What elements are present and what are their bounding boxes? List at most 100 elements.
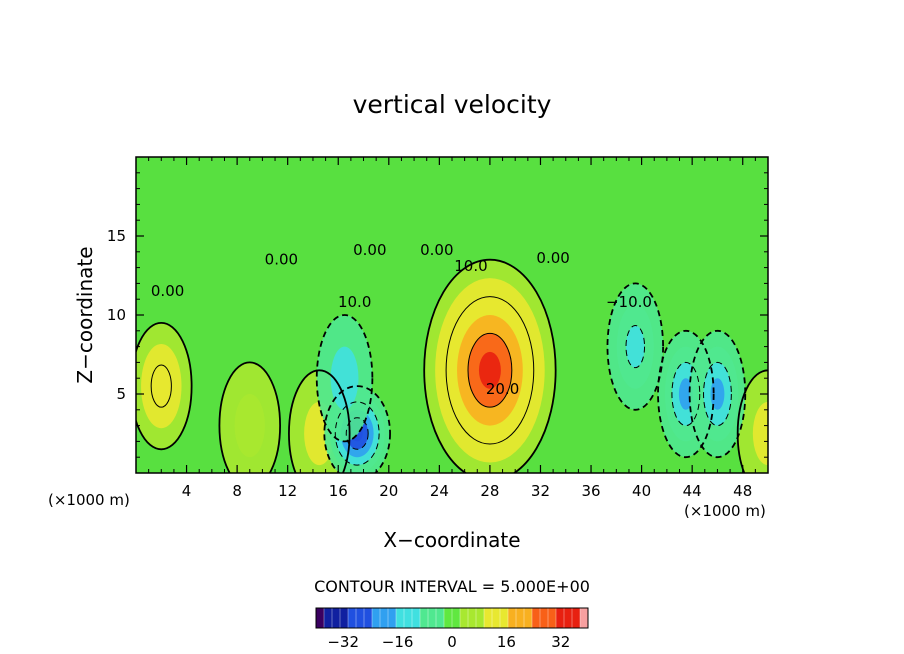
field-level <box>330 346 359 410</box>
contour-line <box>345 417 369 450</box>
y-axis-label: Z−coordinate <box>73 246 97 383</box>
y-axis: 5 10 15 <box>107 172 768 458</box>
contour-line <box>315 314 374 443</box>
y-tick-label: 15 <box>107 227 126 245</box>
feature-updraft-1 <box>136 322 192 450</box>
x-unit-left: (×1000 m) <box>48 491 130 509</box>
field-level <box>151 365 172 408</box>
colorbar-bin <box>516 608 525 628</box>
feature-downdraft-6 <box>316 315 373 442</box>
colorbar-bin <box>492 608 501 628</box>
contour-label: 10.0 <box>454 257 487 275</box>
contour-line <box>606 282 664 411</box>
colorbar-bin <box>436 608 445 628</box>
contour-label: −10.0 <box>606 293 652 311</box>
colorbar-bin <box>388 608 397 628</box>
x-tick-label: 20 <box>379 482 398 500</box>
x-tick-label: 36 <box>581 482 600 500</box>
colorbar-bin <box>476 608 485 628</box>
contour-line <box>625 325 646 369</box>
colorbar-bin <box>380 608 389 628</box>
contour-interval: CONTOUR INTERVAL = 5.000E+00 <box>314 577 590 596</box>
y-tick-label: 10 <box>107 306 126 324</box>
contour-line <box>150 364 172 408</box>
colorbar-bin <box>412 608 421 628</box>
contour-line <box>467 332 513 408</box>
colorbar-bin <box>396 608 405 628</box>
contour-line <box>136 322 193 451</box>
x-tick-label: 4 <box>182 482 192 500</box>
contour-label: 20.0 <box>486 380 519 398</box>
x-tick-label: 48 <box>733 482 752 500</box>
colorbar-frame <box>315 607 589 629</box>
contour-line <box>445 296 535 445</box>
colorbar-bin <box>356 608 365 628</box>
colorbar-bin <box>364 608 373 628</box>
x-tick-label: 24 <box>430 482 449 500</box>
contour-line <box>657 329 715 459</box>
x-axis: 4 8 12 16 20 24 28 32 36 40 44 48 <box>148 157 756 500</box>
colorbar-bin <box>460 608 469 628</box>
field-level <box>710 378 725 410</box>
colorbar-bin <box>468 608 477 628</box>
contour-line <box>736 369 768 473</box>
colorbar: −32 −16 0 16 32 <box>315 607 589 651</box>
colorbar-bin <box>420 608 429 628</box>
colorbar-bins <box>315 608 589 628</box>
y-tick-label: 5 <box>116 385 126 403</box>
x-unit-right: (×1000 m) <box>684 502 766 520</box>
colorbar-bin <box>556 608 565 628</box>
colorbar-bin <box>540 608 549 628</box>
colorbar-bin <box>372 608 381 628</box>
x-tick-label: 16 <box>329 482 348 500</box>
colorbar-tick-label: 0 <box>447 633 457 651</box>
colorbar-bin <box>572 608 581 628</box>
feature-downdraft-9 <box>607 283 664 410</box>
colorbar-bin <box>428 608 437 628</box>
colorbar-tick-label: −16 <box>382 633 414 651</box>
contour-line <box>671 361 701 427</box>
contour-label: 0.00 <box>265 250 298 268</box>
contour-line <box>423 258 557 473</box>
colorbar-bin <box>500 608 509 628</box>
contour-line <box>688 329 747 459</box>
contour-line <box>288 369 351 473</box>
x-tick-label: 44 <box>683 482 702 500</box>
contour-label: 0.00 <box>420 241 453 259</box>
colorbar-bin <box>404 608 413 628</box>
colorbar-bin <box>508 608 517 628</box>
contour-label: 0.00 <box>353 241 386 259</box>
colorbar-bin <box>316 608 325 628</box>
contour-line <box>334 401 380 466</box>
colorbar-bin <box>348 608 357 628</box>
x-tick-label: 32 <box>531 482 550 500</box>
colorbar-bin <box>564 608 573 628</box>
colorbar-bin <box>340 608 349 628</box>
contour-label: 10.0 <box>338 293 371 311</box>
colorbar-bin <box>484 608 493 628</box>
field-level <box>234 394 265 458</box>
colorbar-bin <box>332 608 341 628</box>
colorbar-ticks: −32 −16 0 16 32 <box>327 633 570 651</box>
colorbar-tick-label: −32 <box>327 633 359 651</box>
x-tick-label: 40 <box>632 482 651 500</box>
colorbar-bin <box>444 608 453 628</box>
colorbar-bin <box>524 608 533 628</box>
colorbar-bin <box>324 608 333 628</box>
x-tick-label: 28 <box>480 482 499 500</box>
contour-line <box>703 361 732 427</box>
field-level <box>626 325 645 368</box>
colorbar-bin <box>452 608 461 628</box>
colorbar-bin <box>532 608 541 628</box>
contour-line <box>323 385 391 473</box>
contour-label: 0.00 <box>151 282 184 300</box>
contour-line <box>218 361 281 473</box>
x-axis-label: X−coordinate <box>383 528 520 552</box>
x-tick-label: 12 <box>278 482 297 500</box>
x-tick-label: 8 <box>232 482 242 500</box>
field-level <box>752 401 768 466</box>
colorbar-tick-label: 32 <box>551 633 570 651</box>
colorbar-tick-label: 16 <box>497 633 516 651</box>
